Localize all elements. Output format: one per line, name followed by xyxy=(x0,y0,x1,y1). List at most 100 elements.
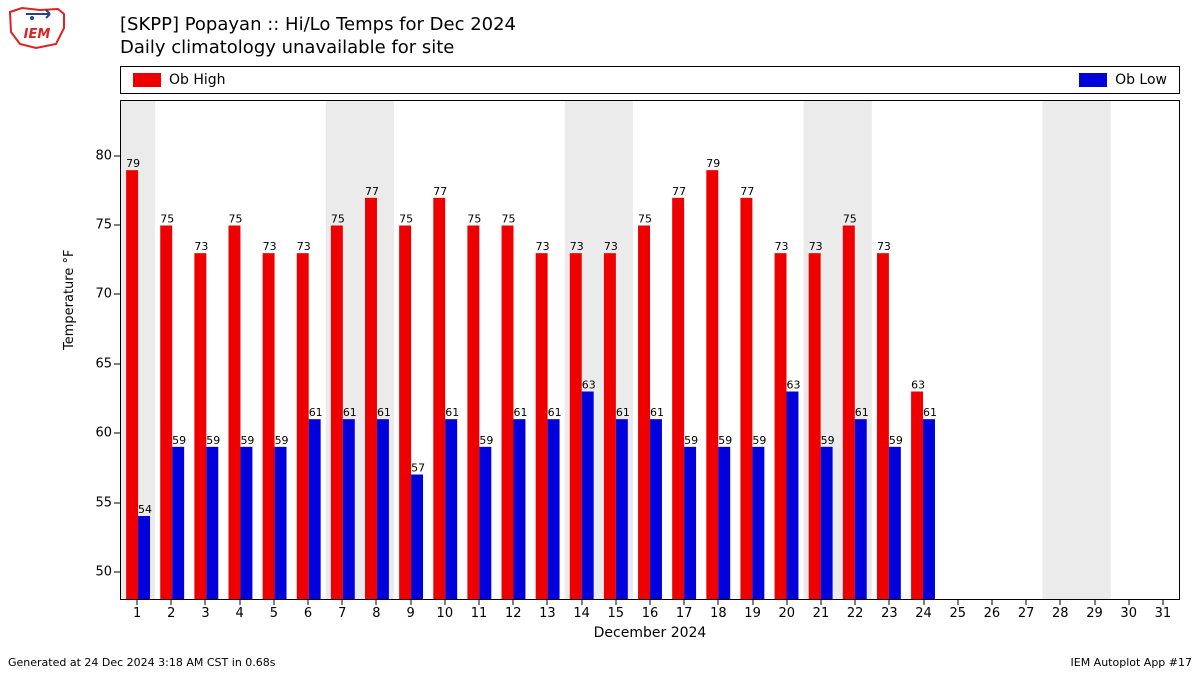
x-tick-mark xyxy=(581,600,582,605)
x-tick-label: 1 xyxy=(133,606,141,621)
bar-low xyxy=(650,419,662,599)
bar-high xyxy=(467,226,479,600)
x-tick-mark xyxy=(855,600,856,605)
y-tick-label: 60 xyxy=(95,426,112,441)
bar-high xyxy=(740,198,752,599)
x-tick-mark xyxy=(650,600,651,605)
bar-high xyxy=(331,226,343,600)
bar-high xyxy=(536,253,548,599)
x-tick-label: 26 xyxy=(984,606,1001,621)
bar-low xyxy=(889,447,901,599)
bar-label-low: 59 xyxy=(172,434,186,447)
title-line-2: Daily climatology unavailable for site xyxy=(120,37,516,60)
bar-high xyxy=(126,170,138,599)
x-tick-mark xyxy=(376,600,377,605)
iem-logo: IEM xyxy=(6,4,68,52)
bar-label-low: 59 xyxy=(275,434,289,447)
bar-low xyxy=(513,419,525,599)
x-tick-label: 17 xyxy=(676,606,693,621)
bar-low xyxy=(206,447,218,599)
x-tick-label: 25 xyxy=(949,606,966,621)
x-tick-mark xyxy=(513,600,514,605)
bar-high xyxy=(399,226,411,600)
x-tick-mark xyxy=(1060,600,1061,605)
bar-low xyxy=(684,447,696,599)
bar-high xyxy=(638,226,650,600)
x-tick-label: 5 xyxy=(270,606,278,621)
x-tick-mark xyxy=(171,600,172,605)
bar-label-low: 61 xyxy=(377,406,391,419)
bar-high xyxy=(706,170,718,599)
weekend-band xyxy=(1042,101,1110,599)
x-tick-label: 14 xyxy=(573,606,590,621)
bar-label-low: 63 xyxy=(582,379,596,392)
bar-low xyxy=(923,419,935,599)
bar-label-high: 75 xyxy=(331,213,345,226)
y-tick-label: 55 xyxy=(95,495,112,510)
x-tick-label: 22 xyxy=(847,606,864,621)
legend-item-low: Ob Low xyxy=(1079,72,1167,88)
footer-generated: Generated at 24 Dec 2024 3:18 AM CST in … xyxy=(8,656,276,669)
x-tick-label: 13 xyxy=(539,606,556,621)
x-tick-label: 28 xyxy=(1052,606,1069,621)
x-tick-mark xyxy=(410,600,411,605)
bar-label-high: 75 xyxy=(502,213,516,226)
bar-label-high: 73 xyxy=(877,240,891,253)
bar-low xyxy=(138,516,150,599)
bar-label-high: 75 xyxy=(160,213,174,226)
bar-label-low: 54 xyxy=(138,503,152,516)
bar-label-low: 61 xyxy=(343,406,357,419)
legend-swatch-high xyxy=(133,73,161,87)
bar-high xyxy=(365,198,377,599)
bar-low xyxy=(240,447,252,599)
legend-item-high: Ob High xyxy=(133,72,226,88)
x-tick-label: 29 xyxy=(1086,606,1103,621)
plot-area: 7954755973597559735973617561776175577761… xyxy=(120,100,1180,600)
bar-label-high: 75 xyxy=(843,213,857,226)
bar-high xyxy=(843,226,855,600)
x-tick-label: 11 xyxy=(471,606,488,621)
bar-label-low: 59 xyxy=(889,434,903,447)
bar-high xyxy=(194,253,206,599)
bar-low xyxy=(582,392,594,600)
bar-low xyxy=(343,419,355,599)
x-tick-label: 15 xyxy=(608,606,625,621)
x-tick-mark xyxy=(137,600,138,605)
bar-low xyxy=(616,419,628,599)
bar-label-low: 61 xyxy=(445,406,459,419)
bar-label-high: 77 xyxy=(672,185,686,198)
bar-high xyxy=(502,226,514,600)
bar-label-high: 63 xyxy=(911,379,925,392)
bar-label-low: 61 xyxy=(513,406,527,419)
x-tick-mark xyxy=(444,600,445,605)
bar-label-high: 75 xyxy=(399,213,413,226)
x-tick-label: 31 xyxy=(1155,606,1172,621)
x-tick-mark xyxy=(684,600,685,605)
x-tick-mark xyxy=(889,600,890,605)
y-tick-label: 70 xyxy=(95,287,112,302)
footer-app: IEM Autoplot App #17 xyxy=(1071,656,1193,669)
x-tick-mark xyxy=(957,600,958,605)
bar-label-low: 59 xyxy=(752,434,766,447)
legend: Ob High Ob Low xyxy=(120,66,1180,94)
bar-low xyxy=(377,419,389,599)
svg-text:IEM: IEM xyxy=(24,27,51,42)
bar-low xyxy=(445,419,457,599)
bar-label-low: 59 xyxy=(240,434,254,447)
bar-low xyxy=(309,419,321,599)
bar-low xyxy=(172,447,184,599)
y-axis: 50556065707580 xyxy=(85,100,120,600)
x-tick-label: 7 xyxy=(338,606,346,621)
bar-label-high: 73 xyxy=(194,240,208,253)
x-tick-mark xyxy=(239,600,240,605)
bar-high xyxy=(672,198,684,599)
x-tick-label: 30 xyxy=(1120,606,1137,621)
bar-high xyxy=(229,226,241,600)
bar-label-high: 73 xyxy=(809,240,823,253)
x-tick-label: 3 xyxy=(201,606,209,621)
x-tick-label: 12 xyxy=(505,606,522,621)
x-tick-mark xyxy=(273,600,274,605)
bar-high xyxy=(433,198,445,599)
bar-label-high: 73 xyxy=(263,240,277,253)
bar-label-low: 59 xyxy=(684,434,698,447)
